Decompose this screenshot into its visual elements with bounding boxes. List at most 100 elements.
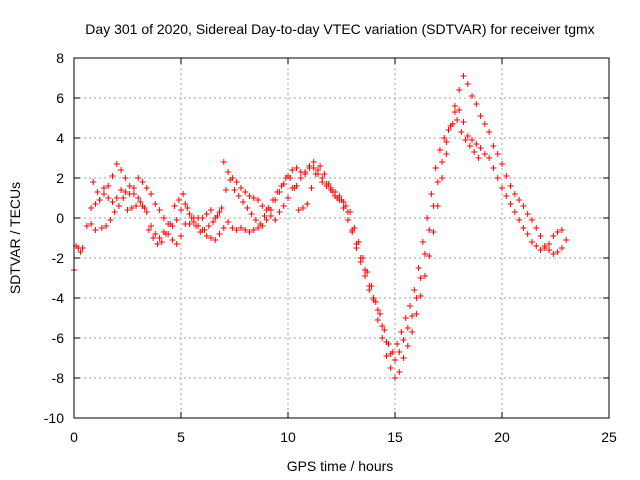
data-point — [466, 143, 473, 149]
data-point — [454, 117, 461, 123]
data-point — [92, 201, 99, 207]
data-point — [486, 155, 493, 161]
data-point — [109, 173, 116, 179]
data-point — [439, 175, 446, 181]
data-point — [319, 179, 326, 185]
data-point — [180, 191, 187, 197]
data-point — [302, 171, 309, 177]
data-point — [400, 355, 407, 361]
data-point — [546, 241, 553, 247]
y-tick-label: -4 — [52, 290, 65, 306]
data-point — [351, 225, 358, 231]
data-point — [272, 217, 279, 223]
data-point — [541, 245, 548, 251]
data-point — [152, 231, 159, 237]
data-point — [139, 179, 146, 185]
data-point — [430, 203, 437, 209]
data-point — [377, 311, 384, 317]
grid — [74, 58, 609, 418]
data-point — [520, 225, 527, 231]
data-point — [394, 341, 401, 347]
series-track-1 — [71, 73, 570, 381]
data-point — [528, 217, 535, 223]
data-point — [293, 165, 300, 171]
data-point — [154, 241, 161, 247]
data-point — [295, 207, 302, 213]
data-point — [471, 149, 478, 155]
data-point — [374, 317, 381, 323]
axis-ticks: 0 5 10 15 20 25 -10 -8 -6 -4 -2 0 2 4 6 8 — [44, 50, 617, 445]
data-point — [533, 243, 540, 249]
data-point — [486, 129, 493, 135]
data-point — [274, 189, 281, 195]
data-point — [182, 201, 189, 207]
data-point — [494, 175, 501, 181]
data-point — [88, 205, 95, 211]
data-point — [558, 245, 565, 251]
data-point — [413, 295, 420, 301]
data-point — [265, 205, 272, 211]
data-point — [355, 239, 362, 245]
data-point — [402, 315, 409, 321]
data-point — [550, 233, 557, 239]
data-point — [278, 183, 285, 189]
data-point — [92, 227, 99, 233]
data-point — [389, 349, 396, 355]
data-point — [379, 323, 386, 329]
data-point — [115, 203, 122, 209]
data-point — [122, 175, 129, 181]
data-point — [417, 275, 424, 281]
x-tick-label: 0 — [70, 429, 78, 445]
data-point — [428, 191, 435, 197]
data-point — [299, 205, 306, 211]
data-point — [100, 185, 107, 191]
data-point — [475, 155, 482, 161]
data-point — [246, 193, 253, 199]
data-point — [113, 161, 120, 167]
data-point — [424, 215, 431, 221]
data-point — [255, 197, 262, 203]
data-point — [225, 219, 232, 225]
data-point — [499, 185, 505, 191]
data-point — [460, 73, 467, 79]
data-point — [287, 175, 294, 181]
data-point — [203, 211, 210, 217]
data-point — [207, 235, 214, 241]
data-point — [233, 179, 240, 185]
data-point — [528, 239, 535, 245]
chart-title: Day 301 of 2020, Sidereal Day-to-day VTE… — [85, 21, 594, 37]
data-point — [113, 195, 120, 201]
data-point — [83, 223, 90, 229]
data-point — [107, 217, 114, 223]
y-tick-label: -6 — [52, 330, 65, 346]
y-tick-label: 6 — [56, 90, 64, 106]
data-point — [524, 211, 531, 217]
data-point — [242, 227, 249, 233]
data-point — [216, 209, 223, 215]
data-point — [362, 273, 369, 279]
data-point — [148, 191, 155, 197]
data-point — [469, 137, 476, 143]
data-point — [477, 113, 484, 119]
data-point — [210, 219, 217, 225]
data-point — [105, 195, 112, 201]
data-point — [143, 209, 150, 215]
data-point — [255, 225, 262, 231]
data-point — [229, 225, 236, 231]
data-point — [246, 229, 253, 235]
y-tick-label: 0 — [56, 210, 64, 226]
data-point — [398, 329, 405, 335]
x-axis-label: GPS time / hours — [287, 458, 394, 474]
data-point — [137, 199, 144, 205]
data-point — [124, 207, 131, 213]
data-point — [451, 103, 458, 109]
data-point — [205, 223, 212, 229]
data-point — [409, 329, 416, 335]
data-point — [464, 81, 471, 87]
data-point — [481, 121, 488, 127]
data-point — [148, 223, 155, 229]
data-point — [98, 225, 105, 231]
data-point — [507, 201, 514, 207]
x-tick-label: 20 — [494, 429, 510, 445]
data-point — [257, 221, 264, 227]
